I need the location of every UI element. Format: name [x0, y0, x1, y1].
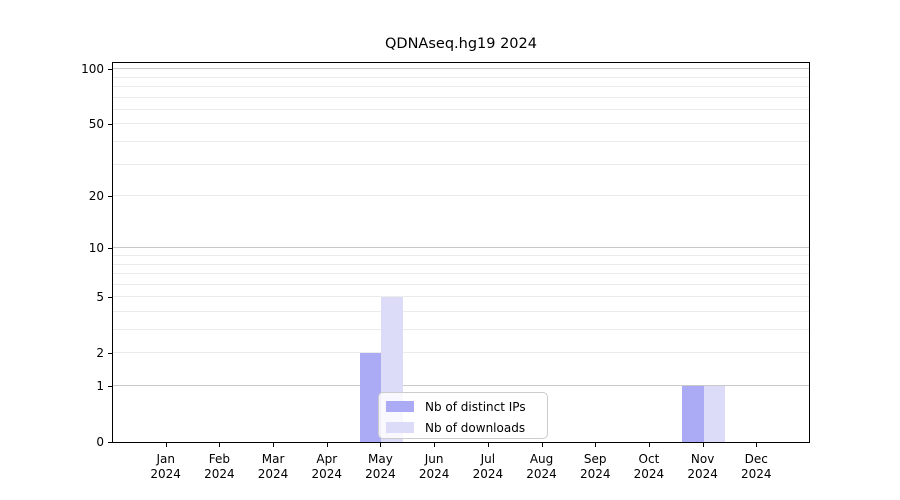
year-label: 2024	[741, 466, 772, 481]
y-tick-1	[108, 386, 112, 387]
gridline-minor-4	[113, 311, 809, 312]
year-label: 2024	[204, 466, 235, 481]
y-tick-0	[108, 442, 112, 443]
month-label: May	[368, 452, 393, 466]
x-tick-nov	[702, 443, 704, 447]
month-label: Sep	[583, 452, 607, 466]
x-tick-label-jan: Jan 2024	[136, 452, 196, 481]
x-tick-sep	[595, 443, 597, 447]
month-label: Jul	[480, 452, 496, 466]
x-tick-label-dec: Dec 2024	[726, 452, 786, 481]
year-label: 2024	[150, 466, 181, 481]
gridline-minor-8	[113, 263, 809, 265]
y-tick-label-1: 1	[96, 379, 104, 393]
x-tick-label-feb: Feb 2024	[189, 452, 249, 481]
gridline-minor-5	[113, 296, 809, 298]
y-tick-50	[108, 124, 112, 126]
x-tick-jun	[434, 443, 436, 447]
x-tick-label-may: May 2024	[350, 452, 410, 481]
year-label: 2024	[257, 466, 289, 481]
gridline-minor-80	[113, 86, 809, 88]
month-label: Oct	[638, 452, 660, 466]
gridline-minor-7	[113, 273, 809, 275]
y-tick-10	[108, 248, 112, 250]
year-label: 2024	[472, 466, 504, 481]
bar-downloads-nov	[703, 386, 726, 442]
x-tick-feb	[219, 443, 221, 447]
gridline-minor-6	[113, 283, 809, 285]
gridline-minor-9	[113, 255, 809, 256]
y-tick-label-100: 100	[81, 62, 104, 77]
month-label: Apr	[316, 452, 338, 466]
year-label: 2024	[365, 466, 396, 481]
y-tick-label-50: 50	[88, 117, 104, 132]
gridline-minor-20	[113, 195, 809, 197]
x-tick-label-nov: Nov 2024	[673, 452, 733, 481]
bar-distinct-ips-may	[359, 353, 382, 442]
y-tick-label-20: 20	[88, 189, 104, 204]
y-tick-100	[108, 69, 112, 71]
legend-swatch-downloads	[386, 422, 414, 433]
gridline-minor-50	[113, 123, 809, 125]
gridline-minor-60	[113, 108, 809, 110]
year-label: 2024	[633, 466, 665, 481]
legend-label-distinct-ips: Nb of distinct IPs	[425, 399, 526, 414]
y-tick-label-10: 10	[88, 241, 104, 256]
month-label: Nov	[690, 452, 715, 466]
x-tick-label-apr: Apr 2024	[297, 452, 357, 481]
x-tick-apr	[326, 443, 328, 447]
year-label: 2024	[579, 466, 611, 481]
x-tick-label-jun: Jun 2024	[404, 452, 464, 481]
legend-item-distinct-ips: Nb of distinct IPs	[386, 396, 545, 417]
gridline-major-10	[113, 247, 809, 249]
gridline-minor-3	[113, 329, 809, 331]
plot-area: Nb of distinct IPs Nb of downloads	[112, 62, 810, 443]
gridline-minor-90	[113, 76, 809, 78]
x-tick-label-aug: Aug 2024	[512, 452, 572, 481]
x-tick-jul	[487, 443, 489, 447]
gridline-major-100	[113, 68, 809, 70]
year-label: 2024	[418, 466, 450, 481]
y-tick-label-2: 2	[96, 346, 104, 361]
gridline-major-1	[113, 385, 809, 387]
x-tick-may	[380, 443, 382, 447]
y-tick-label-5: 5	[96, 290, 104, 305]
month-label: Dec	[744, 452, 768, 466]
x-tick-label-jul: Jul 2024	[458, 452, 518, 481]
x-tick-oct	[648, 443, 650, 447]
x-tick-jan	[165, 443, 167, 447]
x-tick-label-oct: Oct 2024	[619, 452, 679, 481]
legend-label-downloads: Nb of downloads	[425, 420, 526, 435]
legend-item-downloads: Nb of downloads	[386, 417, 545, 438]
x-tick-aug	[541, 443, 543, 447]
gridline-minor-30	[113, 163, 809, 165]
gridline-minor-2	[113, 352, 809, 354]
bar-distinct-ips-nov	[682, 386, 704, 442]
y-tick-20	[108, 196, 112, 198]
legend-swatch-distinct-ips	[386, 401, 414, 412]
month-label: Aug	[529, 452, 554, 466]
year-label: 2024	[526, 466, 557, 481]
x-tick-label-mar: Mar 2024	[243, 452, 303, 481]
gridline-minor-40	[113, 141, 809, 143]
y-tick-2	[108, 353, 112, 355]
month-label: Mar	[261, 452, 285, 466]
chart-title: QDNAseq.hg19 2024	[385, 36, 537, 52]
x-tick-label-sep: Sep 2024	[565, 452, 625, 481]
x-tick-dec	[756, 443, 758, 447]
year-label: 2024	[687, 466, 718, 481]
month-label: Jan	[156, 452, 175, 466]
legend: Nb of distinct IPs Nb of downloads	[378, 392, 548, 439]
x-tick-mar	[273, 443, 275, 447]
year-label: 2024	[311, 466, 343, 481]
y-tick-5	[108, 297, 112, 299]
month-label: Feb	[208, 452, 230, 466]
gridline-minor-70	[113, 96, 809, 98]
y-tick-label-0: 0	[96, 435, 104, 449]
month-label: Jun	[424, 452, 444, 466]
